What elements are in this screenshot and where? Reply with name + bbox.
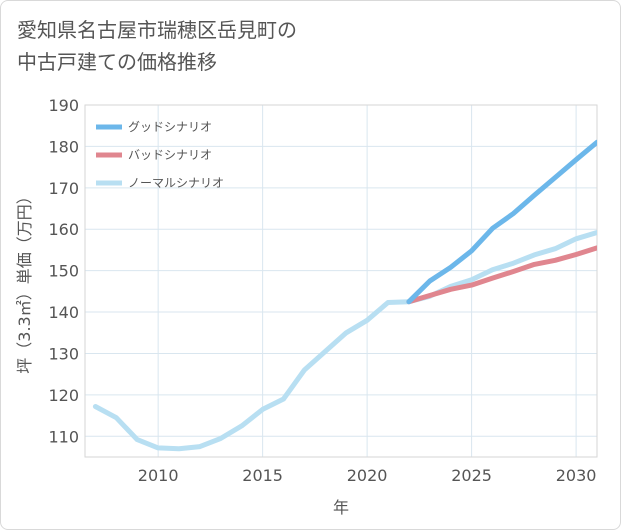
series-line-0 [406, 139, 597, 305]
legend-label: バッドシナリオ [128, 148, 212, 162]
axes [84, 104, 598, 458]
plot-area-border [84, 104, 598, 458]
chart-title: 愛知県名古屋市瑞穂区岳見町の 中古戸建ての価格推移 [17, 18, 297, 74]
y-tick-label: 190 [48, 96, 79, 115]
y-axis-label: 坪（3.3㎡）単価（万円） [15, 188, 34, 373]
legend-label: ノーマルシナリオ [128, 176, 224, 190]
y-tick-label: 140 [48, 303, 79, 322]
y-tick-label: 180 [48, 137, 79, 156]
legend-label: グッドシナリオ [128, 120, 212, 134]
x-tick-label: 2015 [242, 466, 283, 485]
series-lines [92, 139, 597, 452]
x-axis-label: 年 [333, 498, 349, 517]
x-tick-label: 2010 [138, 466, 179, 485]
series-line-2 [92, 230, 597, 452]
y-tick-label: 110 [48, 427, 79, 446]
series-line-1 [406, 245, 597, 305]
y-tick-label: 170 [48, 179, 79, 198]
x-tick-label: 2025 [451, 466, 492, 485]
y-tick-label: 120 [48, 386, 79, 405]
y-tick-label: 160 [48, 220, 79, 239]
y-tick-label: 150 [48, 262, 79, 281]
x-tick-label: 2020 [347, 466, 388, 485]
x-tick-label: 2030 [556, 466, 597, 485]
y-tick-label: 130 [48, 344, 79, 363]
tick-labels: 110 120 130 140 150 160 170 180 190 2010 2015 2020 2… [48, 96, 596, 485]
